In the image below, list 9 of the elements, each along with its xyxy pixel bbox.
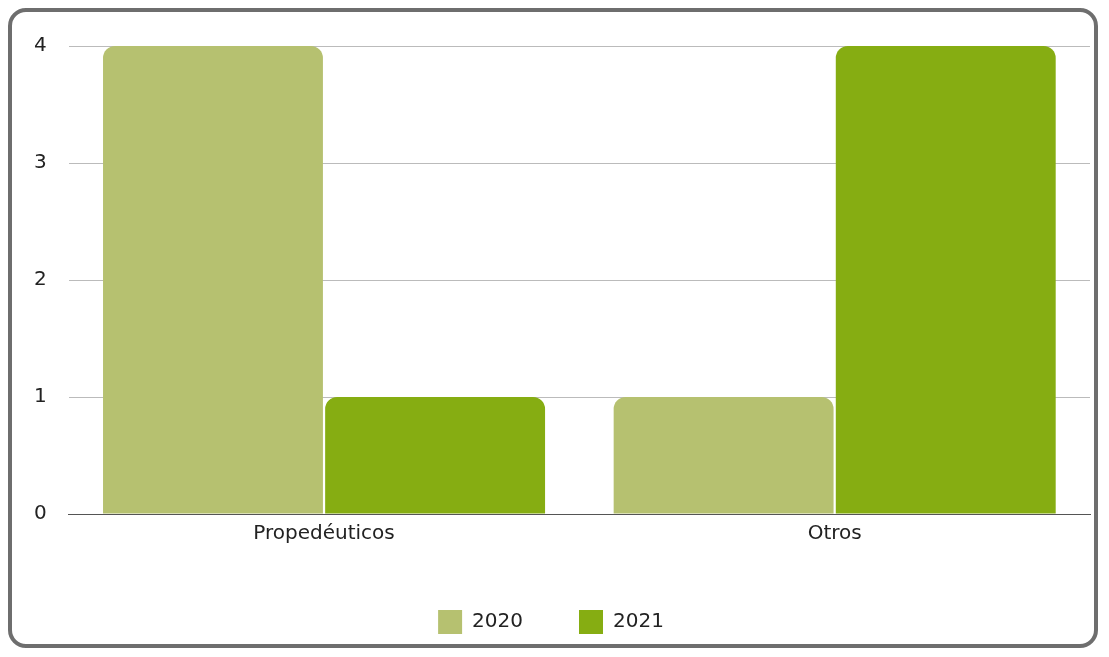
y-tick-label: 1 <box>33 383 47 408</box>
y-tick-label: 4 <box>33 32 47 57</box>
legend-label: 2021 <box>613 608 664 633</box>
x-tick-label: Propedéuticos <box>253 520 395 545</box>
y-tick-label: 2 <box>33 266 47 291</box>
y-tick-label: 0 <box>33 500 47 525</box>
legend-label: 2020 <box>472 608 524 633</box>
y-tick-label: 3 <box>33 149 47 174</box>
x-tick-label: Otros <box>807 520 862 545</box>
